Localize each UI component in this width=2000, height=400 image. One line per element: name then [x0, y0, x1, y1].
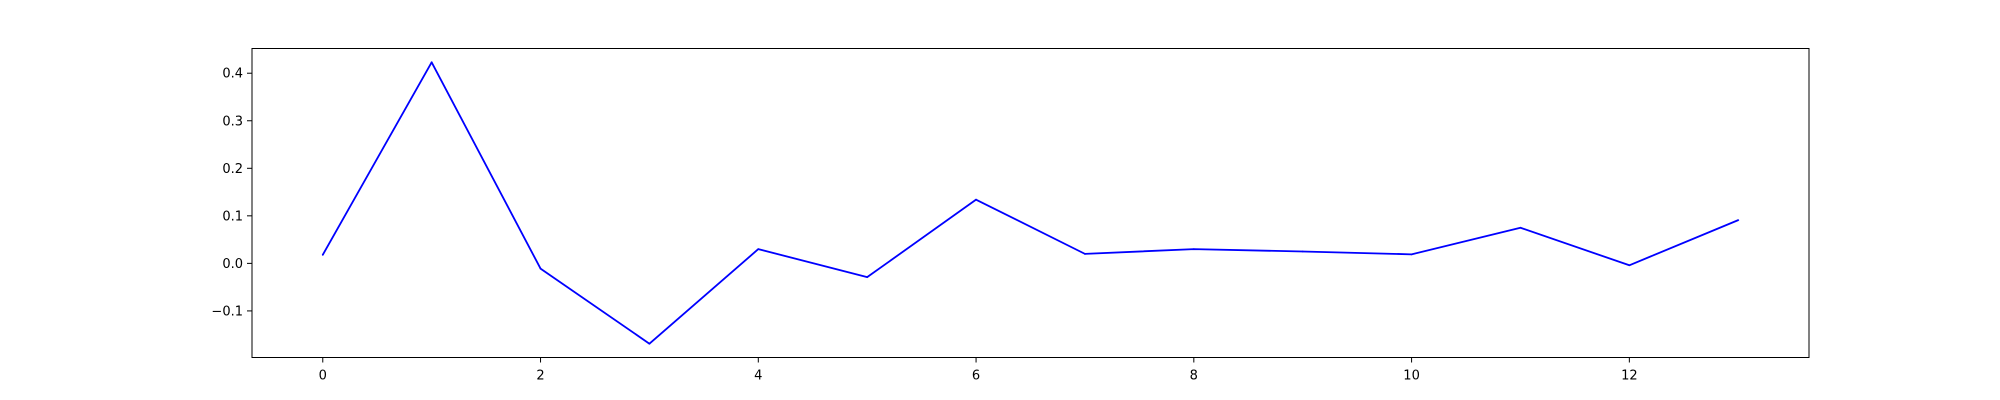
y-axis: −0.1 0.0 0.1 0.2 0.3 0.4 [211, 67, 252, 319]
data-point [430, 61, 433, 64]
x-tick-label: 12 [1621, 369, 1638, 384]
y-tick-label: 0.2 [222, 162, 243, 177]
x-tick-label: 4 [754, 369, 762, 384]
y-tick-label: 0.4 [222, 67, 243, 82]
y-tick-label: −0.1 [211, 304, 243, 319]
series-line-0 [321, 61, 1739, 345]
axes-frame [251, 48, 1810, 358]
series-layer [321, 61, 1740, 345]
data-point [321, 253, 324, 256]
data-point [648, 342, 651, 345]
data-point [866, 276, 869, 279]
data-point [1192, 248, 1195, 251]
data-point [1519, 226, 1522, 229]
x-tick-label: 2 [536, 369, 544, 384]
y-tick-label: 0.3 [222, 114, 243, 129]
x-axis: 0 2 4 6 8 10 12 [319, 357, 1638, 384]
data-point [1084, 252, 1086, 255]
x-tick-label: 0 [319, 369, 327, 384]
y-tick-label: 0.0 [222, 257, 243, 272]
x-tick-label: 6 [972, 369, 980, 384]
data-point [1737, 219, 1740, 222]
data-point [975, 198, 977, 201]
data-point [757, 248, 760, 251]
y-tick-label: 0.1 [222, 209, 243, 224]
x-tick-label: 10 [1403, 369, 1420, 384]
data-point [1628, 264, 1631, 267]
data-point [539, 267, 542, 270]
x-tick-label: 8 [1190, 369, 1198, 384]
data-point [1410, 253, 1413, 256]
data-point [1301, 250, 1304, 253]
